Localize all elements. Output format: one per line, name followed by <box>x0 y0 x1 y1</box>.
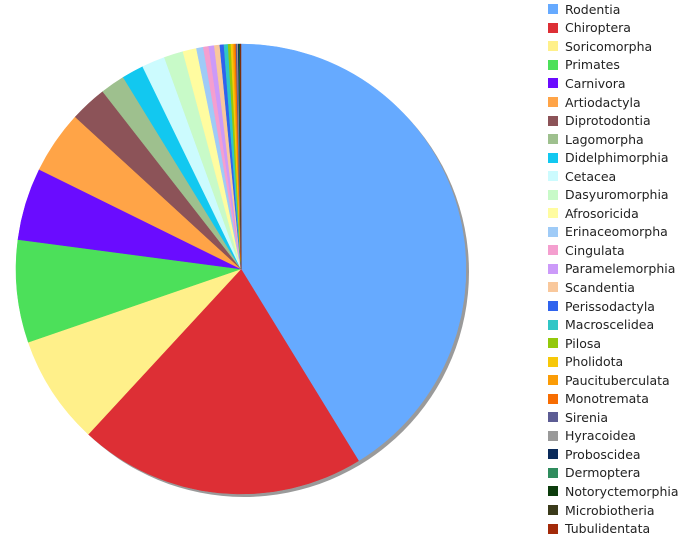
legend-item-paramelemorphia: Paramelemorphia <box>548 260 679 279</box>
legend-swatch <box>548 505 558 515</box>
legend-swatch <box>548 153 558 163</box>
legend-swatch <box>548 227 558 237</box>
legend-label: Artiodactyla <box>565 95 641 110</box>
legend-swatch <box>548 208 558 218</box>
legend-item-tubulidentata: Tubulidentata <box>548 519 679 538</box>
legend-swatch <box>548 23 558 33</box>
legend-item-chiroptera: Chiroptera <box>548 19 679 38</box>
legend-label: Notoryctemorphia <box>565 484 679 499</box>
legend-label: Cingulata <box>565 243 625 258</box>
legend-label: Proboscidea <box>565 447 641 462</box>
legend-label: Diprotodontia <box>565 113 651 128</box>
legend-label: Scandentia <box>565 280 635 295</box>
legend-swatch <box>548 412 558 422</box>
legend-swatch <box>548 468 558 478</box>
legend-swatch <box>548 449 558 459</box>
legend-item-scandentia: Scandentia <box>548 278 679 297</box>
pie-plot <box>0 0 540 536</box>
legend-swatch <box>548 190 558 200</box>
legend-label: Chiroptera <box>565 20 631 35</box>
legend-item-cingulata: Cingulata <box>548 241 679 260</box>
legend-item-carnivora: Carnivora <box>548 74 679 93</box>
legend-label: Tubulidentata <box>565 521 650 536</box>
legend-item-artiodactyla: Artiodactyla <box>548 93 679 112</box>
legend-swatch <box>548 78 558 88</box>
legend-item-pholidota: Pholidota <box>548 352 679 371</box>
legend-swatch <box>548 486 558 496</box>
legend-swatch <box>548 524 558 534</box>
legend-item-microbiotheria: Microbiotheria <box>548 501 679 520</box>
legend-item-erinaceomorpha: Erinaceomorpha <box>548 223 679 242</box>
legend-label: Hyracoidea <box>565 428 636 443</box>
legend-item-hyracoidea: Hyracoidea <box>548 427 679 446</box>
legend-swatch <box>548 264 558 274</box>
legend-item-proboscidea: Proboscidea <box>548 445 679 464</box>
legend-item-afrosoricida: Afrosoricida <box>548 204 679 223</box>
legend-swatch <box>548 431 558 441</box>
legend-label: Cetacea <box>565 169 616 184</box>
legend-label: Erinaceomorpha <box>565 224 668 239</box>
legend-item-monotremata: Monotremata <box>548 389 679 408</box>
legend-item-rodentia: Rodentia <box>548 0 679 19</box>
legend-item-cetacea: Cetacea <box>548 167 679 186</box>
legend-swatch <box>548 338 558 348</box>
legend-swatch <box>548 320 558 330</box>
legend-item-notoryctemorphia: Notoryctemorphia <box>548 482 679 501</box>
legend-swatch <box>548 60 558 70</box>
legend-label: Primates <box>565 57 620 72</box>
legend-label: Didelphimorphia <box>565 150 668 165</box>
legend-label: Pholidota <box>565 354 623 369</box>
legend-swatch <box>548 375 558 385</box>
legend-label: Carnivora <box>565 76 626 91</box>
legend-swatch <box>548 357 558 367</box>
legend-swatch <box>548 116 558 126</box>
legend-item-perissodactyla: Perissodactyla <box>548 297 679 316</box>
legend-label: Macroscelidea <box>565 317 654 332</box>
legend-item-lagomorpha: Lagomorpha <box>548 130 679 149</box>
legend-item-pilosa: Pilosa <box>548 334 679 353</box>
legend-label: Paucituberculata <box>565 373 670 388</box>
legend-item-didelphimorphia: Didelphimorphia <box>548 148 679 167</box>
legend-swatch <box>548 97 558 107</box>
legend-swatch <box>548 245 558 255</box>
legend-item-primates: Primates <box>548 56 679 75</box>
legend-label: Monotremata <box>565 391 649 406</box>
legend-label: Dasyuromorphia <box>565 187 669 202</box>
legend-label: Pilosa <box>565 336 601 351</box>
legend-label: Soricomorpha <box>565 39 652 54</box>
legend: Rodentia Chiroptera Soricomorpha Primates Ca… <box>548 0 679 538</box>
legend-swatch <box>548 171 558 181</box>
legend-label: Dermoptera <box>565 465 640 480</box>
legend-item-macroscelidea: Macroscelidea <box>548 315 679 334</box>
legend-label: Lagomorpha <box>565 132 644 147</box>
legend-label: Rodentia <box>565 2 620 17</box>
legend-label: Afrosoricida <box>565 206 639 221</box>
legend-item-sirenia: Sirenia <box>548 408 679 427</box>
legend-swatch <box>548 4 558 14</box>
legend-label: Perissodactyla <box>565 299 655 314</box>
legend-swatch <box>548 134 558 144</box>
legend-label: Sirenia <box>565 410 608 425</box>
legend-item-soricomorpha: Soricomorpha <box>548 37 679 56</box>
legend-item-paucituberculata: Paucituberculata <box>548 371 679 390</box>
legend-swatch <box>548 394 558 404</box>
legend-swatch <box>548 41 558 51</box>
legend-label: Microbiotheria <box>565 503 654 518</box>
legend-item-dasyuromorphia: Dasyuromorphia <box>548 185 679 204</box>
legend-item-diprotodontia: Diprotodontia <box>548 111 679 130</box>
legend-swatch <box>548 301 558 311</box>
legend-item-dermoptera: Dermoptera <box>548 464 679 483</box>
legend-label: Paramelemorphia <box>565 261 675 276</box>
legend-swatch <box>548 282 558 292</box>
